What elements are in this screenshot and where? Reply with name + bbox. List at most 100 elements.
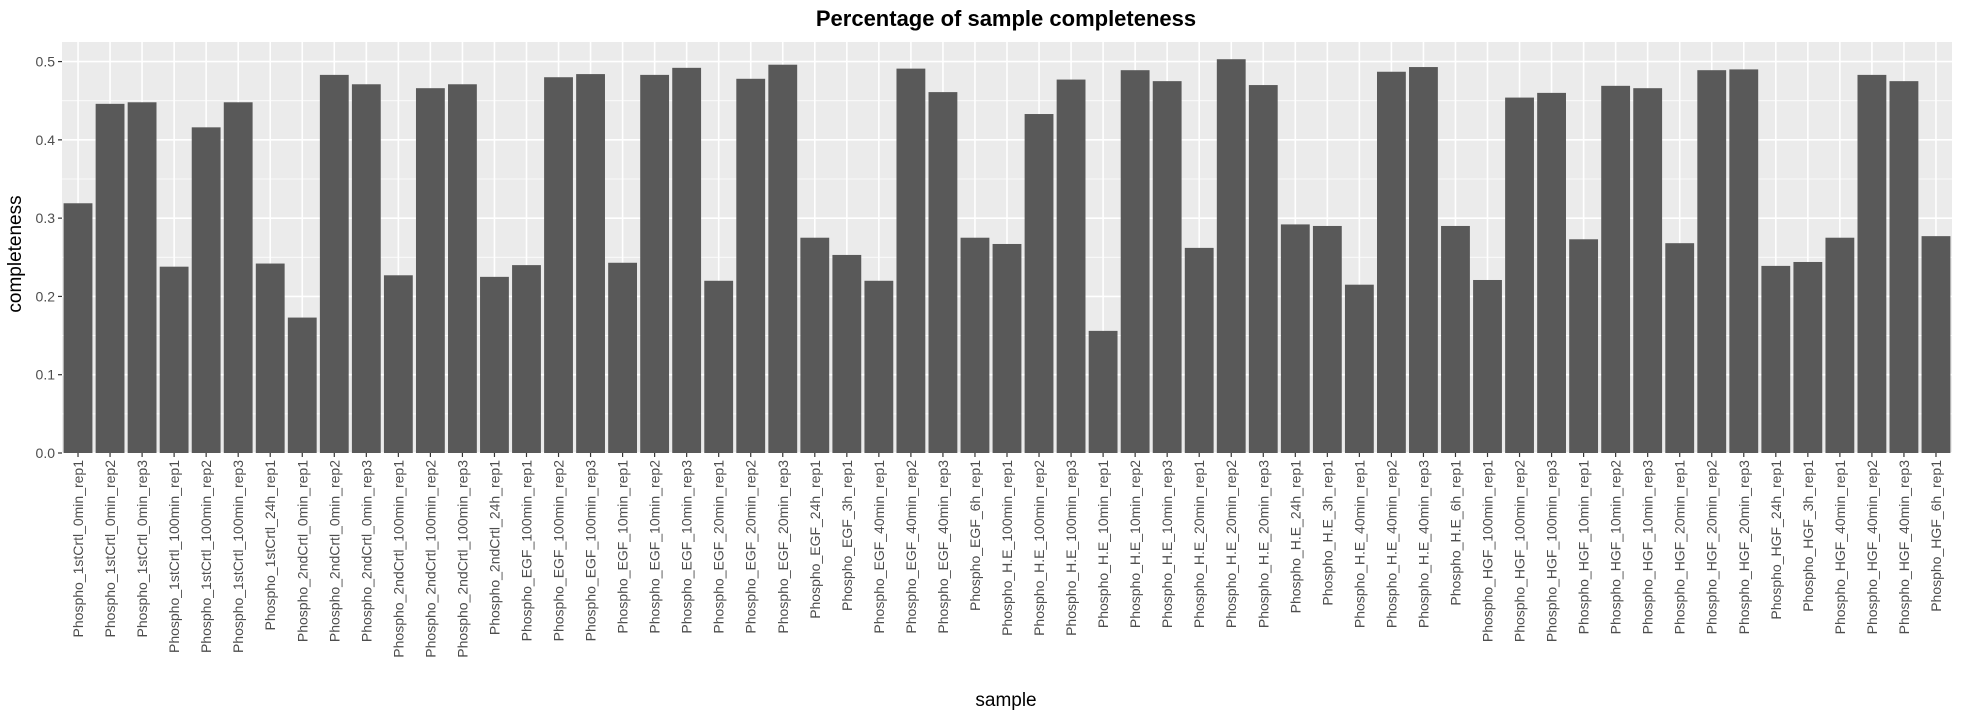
bar [1729,69,1759,454]
x-tick-label: Phospho_EGF_100min_rep2 [551,460,567,642]
bar [1024,114,1054,453]
bar [1473,279,1502,453]
bar [415,88,445,453]
x-tick-label: Phospho_H.E_10min_rep2 [1127,460,1143,628]
bar [704,280,734,453]
bar [255,263,285,453]
chart-title: Percentage of sample completeness [816,6,1196,31]
x-tick-label: Phospho_H.E_20min_rep3 [1255,460,1271,628]
x-tick-label: Phospho_1stCrtl_0min_rep1 [70,460,86,638]
bar [576,74,605,454]
bar [832,254,862,453]
bar [1152,81,1182,454]
bar [1921,236,1951,453]
y-tick-label: 0.2 [36,288,56,304]
x-tick-label: Phospho_H.E_10min_rep1 [1095,460,1111,628]
bar [1665,243,1695,453]
bar [1312,225,1342,453]
bar [1376,71,1406,454]
x-tick-label: Phospho_HGF_100min_rep2 [1512,460,1528,642]
x-tick-label: Phospho_H.E_6h_rep1 [1447,460,1463,606]
bar [864,280,894,453]
bar [63,203,93,453]
bar [1697,70,1727,453]
x-tick-label: Phospho_H.E_3h_rep1 [1319,460,1335,606]
bar [351,84,381,453]
bar [928,92,958,454]
bar [1793,261,1823,453]
x-tick-label: Phospho_EGF_6h_rep1 [967,460,983,611]
x-tick-label: Phospho_H.E_100min_rep3 [1063,460,1079,636]
bar [1120,70,1150,453]
bar [1857,74,1887,453]
bar [191,127,221,454]
x-tick-label: Phospho_H.E_20min_rep1 [1191,460,1207,628]
x-tick-label: Phospho_2ndCrtl_100min_rep2 [422,460,438,658]
x-tick-label: Phospho_HGF_40min_rep1 [1832,460,1848,635]
bar [960,237,990,453]
bar [512,265,541,453]
x-tick-label: Phospho_HGF_20min_rep2 [1704,460,1720,635]
x-tick-label: Phospho_HGF_20min_rep3 [1736,460,1752,635]
bar [1056,79,1086,453]
bars [63,59,1951,454]
x-tick-label: Phospho_2ndCrtl_0min_rep1 [294,460,310,642]
y-tick-label: 0.4 [36,132,56,148]
x-tick-label: Phospho_1stCrtl_100min_rep2 [198,460,214,653]
bar [480,276,509,453]
bar [800,237,830,453]
bar [1248,85,1278,454]
x-tick-label: Phospho_H.E_20min_rep2 [1223,460,1239,628]
x-tick-label: Phospho_H.E_100min_rep2 [1031,460,1047,636]
x-tick-label: Phospho_H.E_100min_rep1 [999,460,1015,636]
bar [1409,67,1438,454]
x-tick-label: Phospho_H.E_24h_rep1 [1287,460,1303,614]
x-tick-label: Phospho_EGF_20min_rep2 [743,460,759,634]
bar [127,102,157,453]
bar [896,68,926,454]
x-tick-label: Phospho_H.E_40min_rep2 [1383,460,1399,628]
bar [95,103,125,454]
x-tick-label: Phospho_HGF_20min_rep1 [1672,460,1688,635]
x-tick-label: Phospho_HGF_10min_rep2 [1608,460,1624,635]
bar [1280,224,1310,453]
bar [1825,237,1855,453]
x-tick-label: Phospho_EGF_20min_rep1 [711,460,727,634]
y-tick-label: 0.1 [36,367,56,383]
x-tick-label: Phospho_HGF_3h_rep1 [1800,460,1816,612]
bar [448,84,477,453]
bar [1569,239,1599,453]
x-tick-label: Phospho_H.E_10min_rep3 [1159,460,1175,628]
bar [1537,92,1566,453]
bar [159,266,189,453]
x-tick-label: Phospho_HGF_100min_rep3 [1544,460,1560,642]
x-tick-label: Phospho_HGF_10min_rep3 [1640,460,1656,635]
y-tick-label: 0.5 [36,54,56,70]
x-tick-label: Phospho_H.E_40min_rep3 [1415,460,1431,628]
x-tick-label: Phospho_1stCrtl_24h_rep1 [262,460,278,631]
bar [608,262,638,453]
x-tick-label: Phospho_HGF_24h_rep1 [1768,460,1784,620]
bar [1505,97,1534,453]
x-tick-label: Phospho_EGF_10min_rep1 [615,460,631,634]
x-tick-label: Phospho_EGF_10min_rep3 [679,460,695,634]
x-tick-label: Phospho_EGF_24h_rep1 [807,460,823,619]
x-tick-label: Phospho_2ndCrtl_100min_rep3 [454,460,470,658]
bar [1184,247,1214,453]
x-tick-label: Phospho_2ndCrtl_0min_rep3 [358,460,374,642]
y-tick-label: 0.0 [36,445,56,461]
x-tick-label: Phospho_HGF_10min_rep1 [1576,460,1592,635]
x-tick-label: Phospho_HGF_40min_rep3 [1896,460,1912,635]
x-tick-label: Phospho_1stCrtl_100min_rep1 [166,460,182,653]
bar [736,78,766,454]
bar [1761,265,1791,453]
x-axis: Phospho_1stCrtl_0min_rep1 Phospho_1stCrtl… [70,453,1944,658]
bar [319,74,349,453]
x-tick-label: Phospho_1stCrtl_0min_rep2 [102,460,118,638]
x-tick-label: Phospho_EGF_10min_rep2 [647,460,663,634]
bar [768,64,798,454]
x-tick-label: Phospho_1stCrtl_100min_rep3 [230,460,246,653]
bar [1216,59,1246,453]
